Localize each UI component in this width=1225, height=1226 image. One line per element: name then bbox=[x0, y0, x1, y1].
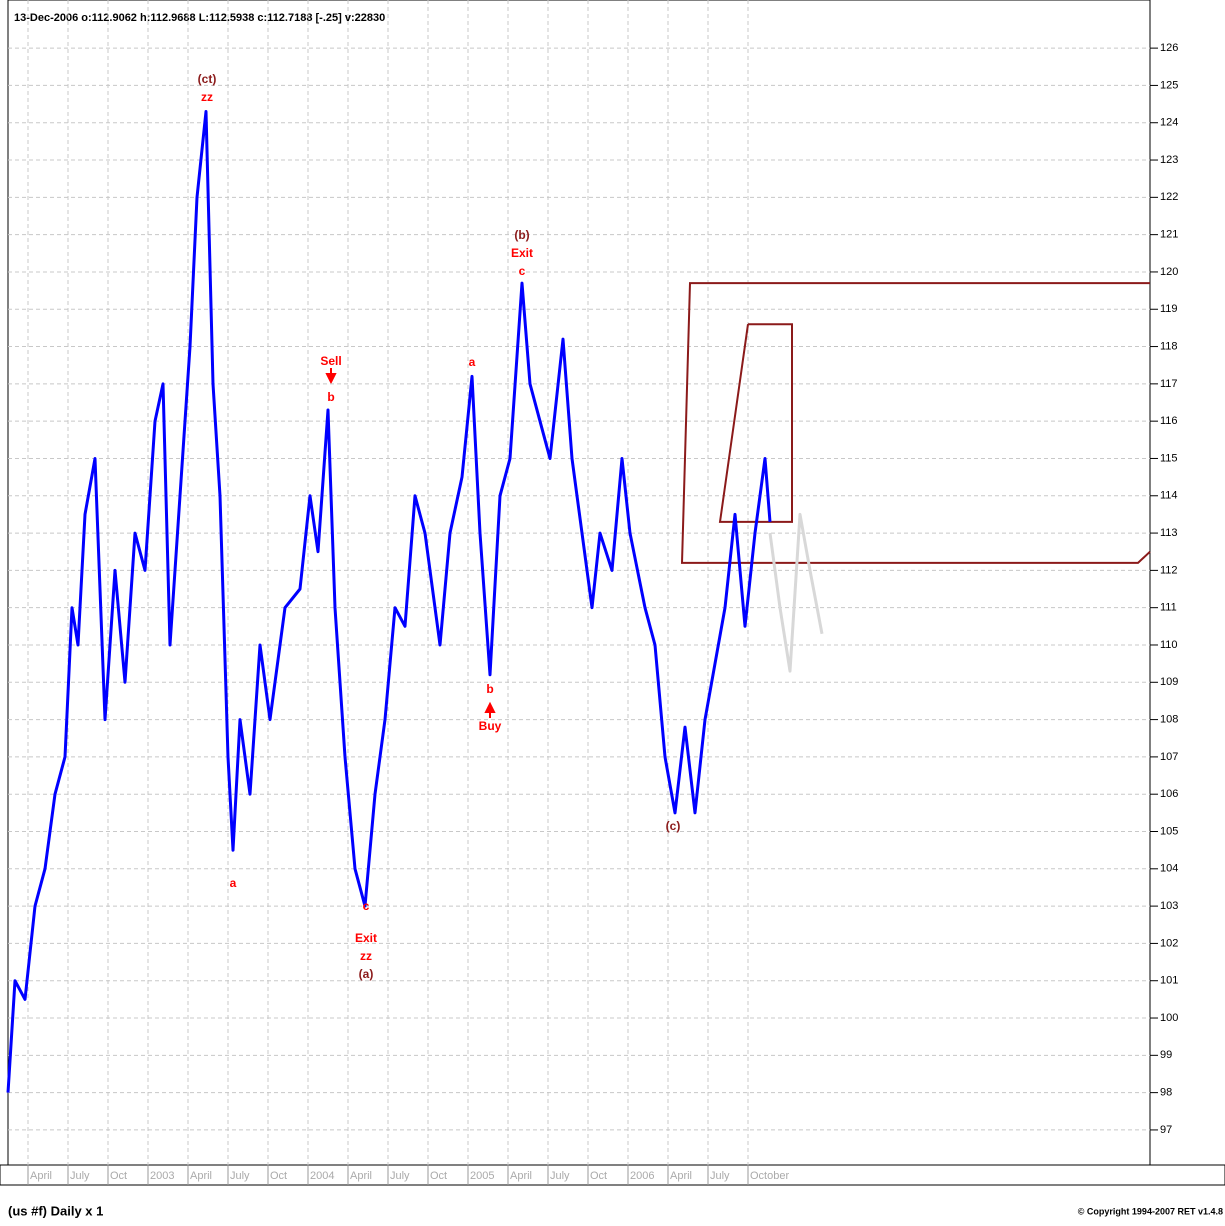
x-tick-label: April bbox=[30, 1170, 52, 1182]
y-tick-label: 116 bbox=[1160, 415, 1178, 427]
y-tick-label: 101 bbox=[1160, 975, 1178, 987]
x-tick-label: July bbox=[70, 1170, 90, 1182]
wave-label: Sell bbox=[320, 354, 341, 368]
y-tick-label: 110 bbox=[1160, 639, 1178, 651]
y-tick-label: 104 bbox=[1160, 863, 1178, 875]
x-tick-label: April bbox=[510, 1170, 532, 1182]
x-tick-label: Oct bbox=[270, 1170, 287, 1182]
wave-label: b bbox=[327, 390, 334, 404]
x-tick-label: 2003 bbox=[150, 1170, 174, 1182]
target-box bbox=[680, 282, 1151, 564]
y-tick-label: 118 bbox=[1160, 340, 1178, 352]
x-tick-label: July bbox=[550, 1170, 570, 1182]
x-tick-label: 2005 bbox=[470, 1170, 494, 1182]
y-tick-label: 117 bbox=[1160, 378, 1178, 390]
y-tick-label: 123 bbox=[1160, 154, 1178, 166]
plot-frame bbox=[7, 0, 1151, 1166]
y-tick-label: 113 bbox=[1160, 527, 1178, 539]
wave-label: (c) bbox=[666, 819, 681, 833]
wave-label: (b) bbox=[514, 228, 529, 242]
y-tick-label: 124 bbox=[1160, 117, 1178, 129]
y-tick-label: 97 bbox=[1160, 1124, 1172, 1136]
wave-label: c bbox=[519, 264, 526, 278]
sell-arrow bbox=[325, 368, 337, 385]
y-tick-label: 106 bbox=[1160, 788, 1178, 800]
wave-label: a bbox=[230, 876, 237, 890]
y-tick-label: 126 bbox=[1160, 42, 1178, 54]
target-box bbox=[718, 323, 793, 523]
y-tick-label: 103 bbox=[1160, 900, 1178, 912]
y-tick-label: 122 bbox=[1160, 191, 1178, 203]
x-tick-label: July bbox=[390, 1170, 410, 1182]
x-tick-label: October bbox=[750, 1170, 789, 1182]
footer-left: (us #f) Daily x 1 bbox=[8, 1203, 103, 1218]
wave-label: (a) bbox=[359, 967, 374, 981]
wave-label: b bbox=[486, 682, 493, 696]
x-tick-label: Oct bbox=[590, 1170, 607, 1182]
y-tick-label: 119 bbox=[1160, 303, 1178, 315]
y-tick-label: 115 bbox=[1160, 452, 1178, 464]
x-tick-label: April bbox=[670, 1170, 692, 1182]
x-tick-label: Oct bbox=[110, 1170, 127, 1182]
price-line bbox=[6, 110, 772, 1093]
y-tick-label: 99 bbox=[1160, 1049, 1172, 1061]
wave-label: (ct) bbox=[198, 72, 217, 86]
y-tick-label: 102 bbox=[1160, 937, 1178, 949]
x-tick-label: 2006 bbox=[630, 1170, 654, 1182]
y-tick-label: 108 bbox=[1160, 713, 1178, 725]
y-tick-label: 114 bbox=[1160, 490, 1178, 502]
y-tick-label: 112 bbox=[1160, 564, 1178, 576]
y-tick-label: 107 bbox=[1160, 751, 1178, 763]
y-tick-label: 121 bbox=[1160, 229, 1178, 241]
x-tick-label: Oct bbox=[430, 1170, 447, 1182]
buy-arrow bbox=[484, 701, 496, 718]
price-line bbox=[768, 512, 824, 673]
y-tick-label: 125 bbox=[1160, 79, 1178, 91]
wave-label: zz bbox=[201, 90, 213, 104]
wave-label: c bbox=[363, 899, 370, 913]
x-tick-label: July bbox=[710, 1170, 730, 1182]
wave-label: zz bbox=[360, 949, 372, 963]
x-tick-label: 2004 bbox=[310, 1170, 334, 1182]
footer-right: © Copyright 1994-2007 RET v1.4.8 bbox=[1078, 1206, 1223, 1216]
y-tick-label: 109 bbox=[1160, 676, 1178, 688]
y-tick-label: 100 bbox=[1160, 1012, 1178, 1024]
wave-label: a bbox=[469, 355, 476, 369]
x-tick-label: April bbox=[190, 1170, 212, 1182]
y-tick-label: 105 bbox=[1160, 825, 1178, 837]
x-tick-label: April bbox=[350, 1170, 372, 1182]
y-tick-label: 98 bbox=[1160, 1087, 1172, 1099]
x-tick-label: July bbox=[230, 1170, 250, 1182]
header: 13-Dec-2006 o:112.9062 h:112.9688 L:112.… bbox=[14, 12, 385, 24]
wave-label: Buy bbox=[479, 719, 502, 733]
y-tick-label: 111 bbox=[1160, 602, 1177, 614]
x-axis-band bbox=[0, 1164, 1225, 1186]
wave-label: Exit bbox=[355, 931, 377, 945]
wave-label: Exit bbox=[511, 246, 533, 260]
y-tick-label: 120 bbox=[1160, 266, 1178, 278]
